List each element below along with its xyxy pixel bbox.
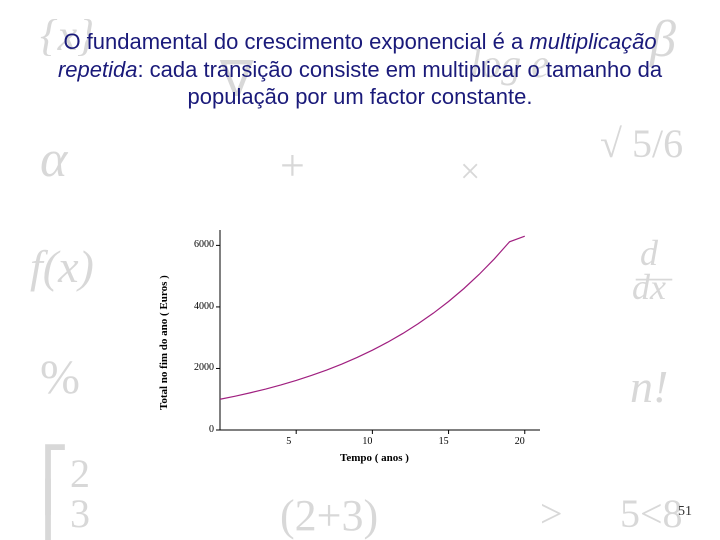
- x-axis-label: Tempo ( anos ): [340, 452, 409, 464]
- y-axis-label: Total no fim do ano ( Euros ): [158, 250, 170, 410]
- bg-symbol: 2: [70, 450, 90, 497]
- bg-symbol: d: [640, 232, 658, 274]
- bg-symbol: +: [280, 140, 305, 191]
- bg-symbol: —: [636, 255, 672, 297]
- exponential-chart: 0 2000 4000 6000 5 10 15 20 Total no fim do ano …: [150, 210, 570, 490]
- y-tick-label: 4000: [194, 301, 214, 312]
- bg-symbol: n!: [630, 360, 668, 413]
- x-tick-label: 15: [439, 436, 449, 447]
- bg-symbol: 5<8: [620, 490, 683, 537]
- bg-symbol: √ 5/6: [600, 120, 683, 167]
- bg-symbol: α: [40, 130, 67, 189]
- bg-symbol: ⎣: [40, 480, 70, 540]
- x-tick-label: 20: [515, 436, 525, 447]
- bg-symbol: 3: [70, 490, 90, 537]
- bg-symbol: %: [40, 350, 80, 405]
- page-number: 51: [678, 504, 692, 520]
- bg-symbol: (2+3): [280, 490, 378, 540]
- text-line2: : cada transição consiste em multiplicar…: [137, 57, 662, 110]
- bg-symbol: ⎡: [40, 445, 70, 515]
- bg-symbol: dx: [632, 266, 666, 308]
- y-tick-label: 0: [209, 424, 214, 435]
- bg-symbol: f(x): [30, 240, 94, 293]
- x-tick-label: 5: [286, 436, 291, 447]
- bg-symbol: >: [540, 490, 563, 537]
- slide-text: O fundamental do crescimento exponencial…: [18, 28, 702, 111]
- y-tick-label: 2000: [194, 362, 214, 373]
- bg-symbol: ×: [460, 150, 480, 192]
- y-tick-label: 6000: [194, 239, 214, 250]
- chart-svg: [150, 210, 570, 490]
- x-tick-label: 10: [362, 436, 372, 447]
- text-line1: O fundamental do crescimento exponencial…: [63, 29, 529, 54]
